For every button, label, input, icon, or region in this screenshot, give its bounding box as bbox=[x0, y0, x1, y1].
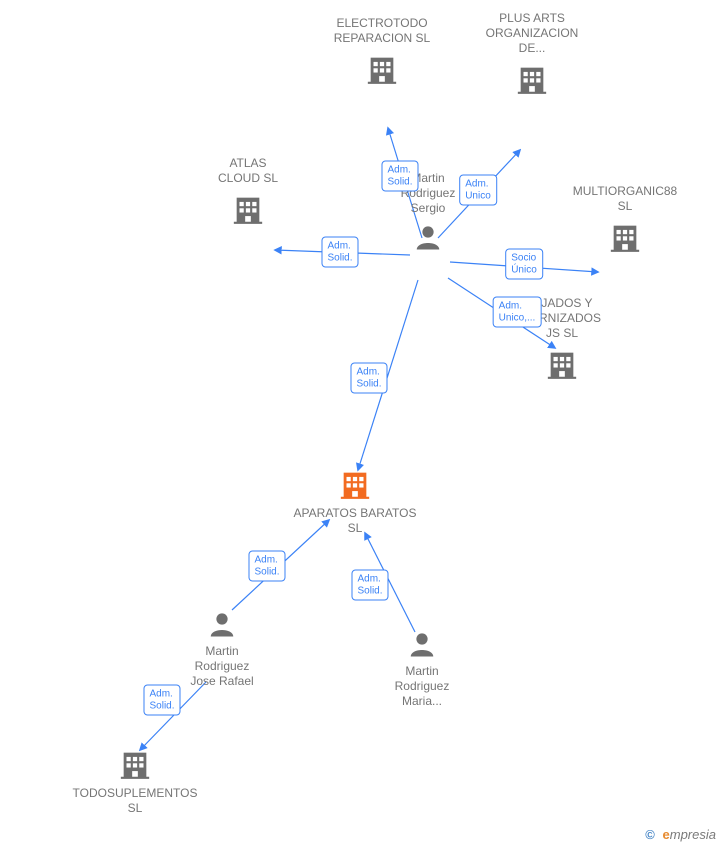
edges-layer bbox=[0, 0, 728, 850]
copyright-symbol: © bbox=[645, 827, 655, 842]
company-node-electrotodo[interactable]: ELECTROTODOREPARACION SL bbox=[312, 16, 452, 89]
company-node-aparatos[interactable]: APARATOS BARATOSSL bbox=[285, 463, 425, 536]
brand-name: mpresia bbox=[670, 827, 716, 842]
node-label: MULTIORGANIC88SL bbox=[555, 184, 695, 214]
company-node-atlas[interactable]: ATLASCLOUD SL bbox=[178, 156, 318, 229]
building-icon bbox=[338, 467, 372, 504]
person-node-joserafael[interactable]: MartinRodriguezJose Rafael bbox=[152, 605, 292, 689]
node-label: TODOSUPLEMENTOSSL bbox=[65, 786, 205, 816]
building-icon bbox=[515, 62, 549, 99]
node-label: ELECTROTODOREPARACION SL bbox=[312, 16, 452, 46]
edge-label: Adm.Unico bbox=[459, 175, 497, 206]
person-icon bbox=[407, 629, 437, 662]
node-label: MartinRodriguezJose Rafael bbox=[152, 644, 292, 689]
person-icon bbox=[207, 609, 237, 642]
building-icon bbox=[608, 220, 642, 257]
building-icon bbox=[545, 347, 579, 384]
building-icon bbox=[118, 747, 152, 784]
edge-label: Adm.Solid. bbox=[351, 570, 388, 601]
edge-label: Adm.Solid. bbox=[381, 161, 418, 192]
node-label: ATLASCLOUD SL bbox=[178, 156, 318, 186]
company-node-multi[interactable]: MULTIORGANIC88SL bbox=[555, 184, 695, 257]
diagram-canvas: ELECTROTODOREPARACION SL PLUS ARTSORGANI… bbox=[0, 0, 728, 850]
brand-initial: e bbox=[663, 827, 670, 842]
edge-label: Adm.Solid. bbox=[350, 363, 387, 394]
edge-label: Adm.Unico,... bbox=[493, 297, 542, 328]
building-icon bbox=[231, 192, 265, 229]
node-label: PLUS ARTSORGANIZACIONDE... bbox=[462, 11, 602, 56]
node-label: MartinRodriguezMaria... bbox=[352, 664, 492, 709]
person-icon bbox=[413, 222, 443, 255]
edge-label: Adm.Solid. bbox=[143, 685, 180, 716]
node-label: APARATOS BARATOSSL bbox=[285, 506, 425, 536]
edge-label: Adm.Solid. bbox=[248, 551, 285, 582]
building-icon bbox=[365, 52, 399, 89]
edge-label: Adm.Solid. bbox=[321, 237, 358, 268]
company-node-todosup[interactable]: TODOSUPLEMENTOSSL bbox=[65, 743, 205, 816]
company-node-plusarts[interactable]: PLUS ARTSORGANIZACIONDE... bbox=[462, 11, 602, 99]
edge-label: SocioÚnico bbox=[505, 249, 543, 280]
person-node-maria[interactable]: MartinRodriguezMaria... bbox=[352, 625, 492, 709]
footer-copyright: © empresia bbox=[645, 827, 716, 842]
